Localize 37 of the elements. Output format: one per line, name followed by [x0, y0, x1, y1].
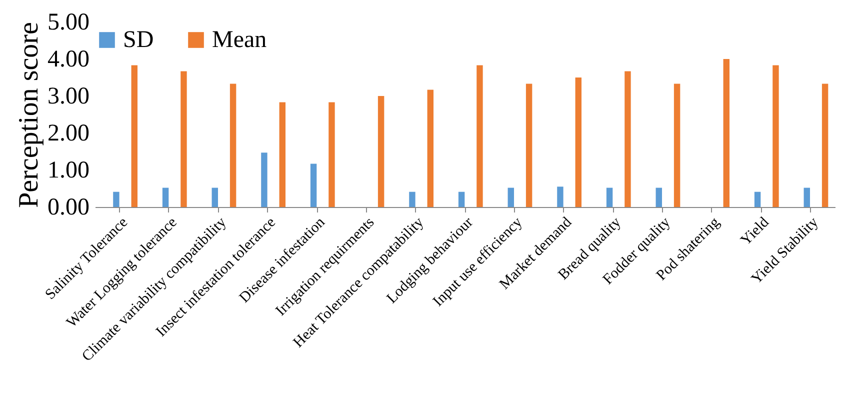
bar [476, 65, 483, 207]
bar [279, 102, 286, 207]
y-tick-label: 0.00 [48, 194, 90, 220]
bar [526, 84, 532, 207]
bar [772, 65, 779, 207]
y-tick-label: 1.00 [48, 158, 90, 184]
bar [427, 90, 434, 207]
bar [310, 164, 317, 207]
y-tick-label: 5.00 [48, 10, 90, 36]
bar [606, 188, 613, 207]
bar [409, 192, 416, 207]
y-axis-title: Perception score [14, 22, 44, 208]
bar [674, 84, 680, 207]
legend-label: Mean [212, 27, 267, 53]
bar [754, 192, 761, 207]
bar [378, 96, 384, 207]
bar [822, 84, 828, 207]
bar [624, 71, 631, 207]
bar [656, 188, 662, 207]
bar [557, 186, 564, 207]
bar [804, 188, 810, 207]
bar [230, 84, 236, 207]
bar [113, 192, 120, 207]
bar [162, 188, 169, 207]
bar [328, 102, 335, 207]
bar [575, 78, 582, 207]
bar [723, 59, 730, 207]
bar [261, 152, 268, 207]
bar [131, 65, 138, 207]
y-tick-label: 4.00 [48, 46, 90, 72]
y-tick-label: 2.00 [48, 120, 90, 146]
bar [508, 188, 514, 207]
bar [180, 71, 187, 207]
bar [212, 188, 218, 207]
y-tick-label: 3.00 [48, 84, 90, 110]
legend-label: SD [123, 27, 154, 53]
bar [458, 192, 465, 207]
